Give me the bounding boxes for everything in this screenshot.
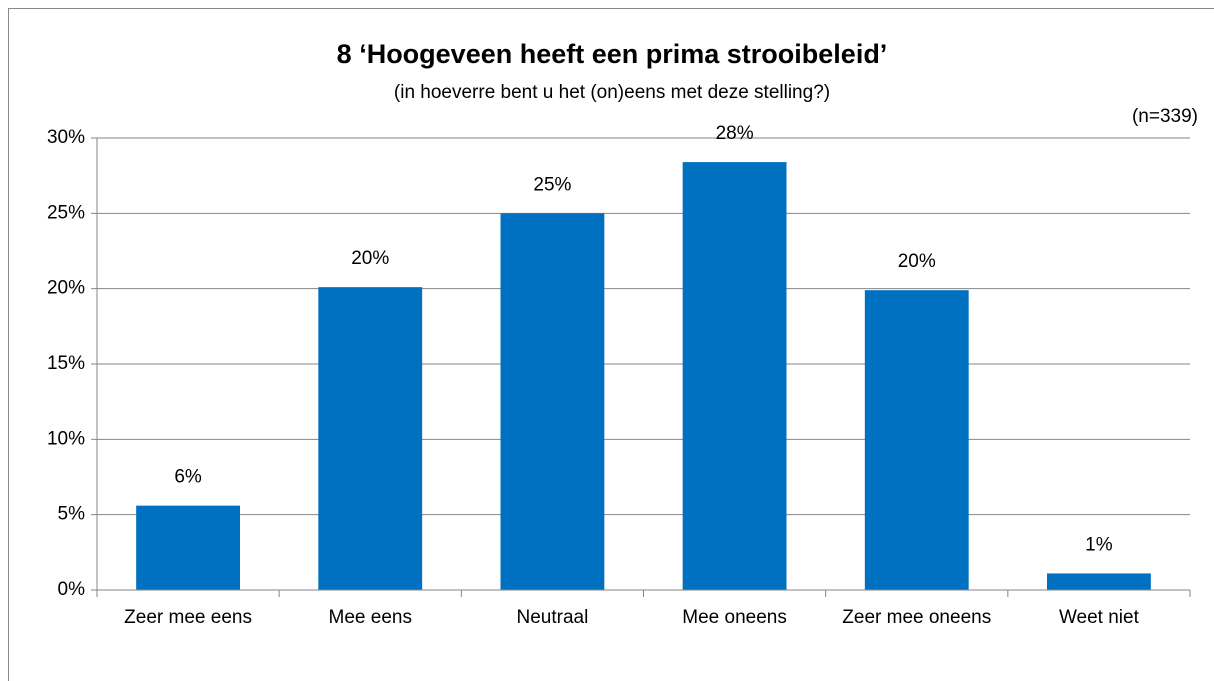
- chart-border: [8, 8, 1214, 681]
- y-tick-label: 15%: [47, 353, 85, 374]
- y-tick-label: 10%: [47, 428, 85, 449]
- bar: [318, 287, 423, 590]
- annotation: (n=339): [1132, 106, 1198, 127]
- y-tick-label: 0%: [58, 579, 86, 600]
- chart-subtitle: (in hoeverre bent u het (on)eens met dez…: [394, 82, 830, 103]
- x-tick-label: Zeer mee oneens: [842, 607, 992, 628]
- data-label: 20%: [351, 248, 389, 269]
- bar: [682, 162, 787, 590]
- x-tick-label: Weet niet: [1058, 607, 1139, 628]
- data-label: 1%: [1085, 534, 1113, 555]
- y-tick-label: 5%: [58, 504, 86, 525]
- y-tick-label: 30%: [47, 127, 85, 148]
- data-label: 6%: [174, 467, 202, 488]
- y-tick-label: 25%: [47, 202, 85, 223]
- bar: [136, 505, 241, 590]
- bar: [500, 213, 605, 591]
- x-tick-label: Zeer mee eens: [124, 607, 252, 628]
- x-tick-label: Neutraal: [516, 607, 589, 628]
- x-tick-label: Mee eens: [328, 607, 412, 628]
- data-label: 20%: [898, 251, 936, 272]
- chart-title: 8 ‘Hoogeveen heeft een prima strooibelei…: [337, 39, 888, 69]
- x-tick-label: Mee oneens: [682, 607, 787, 628]
- bar: [1046, 573, 1151, 590]
- data-label: 28%: [716, 123, 754, 144]
- bar: [864, 290, 969, 590]
- y-tick-label: 20%: [47, 278, 85, 299]
- data-label: 25%: [533, 174, 571, 195]
